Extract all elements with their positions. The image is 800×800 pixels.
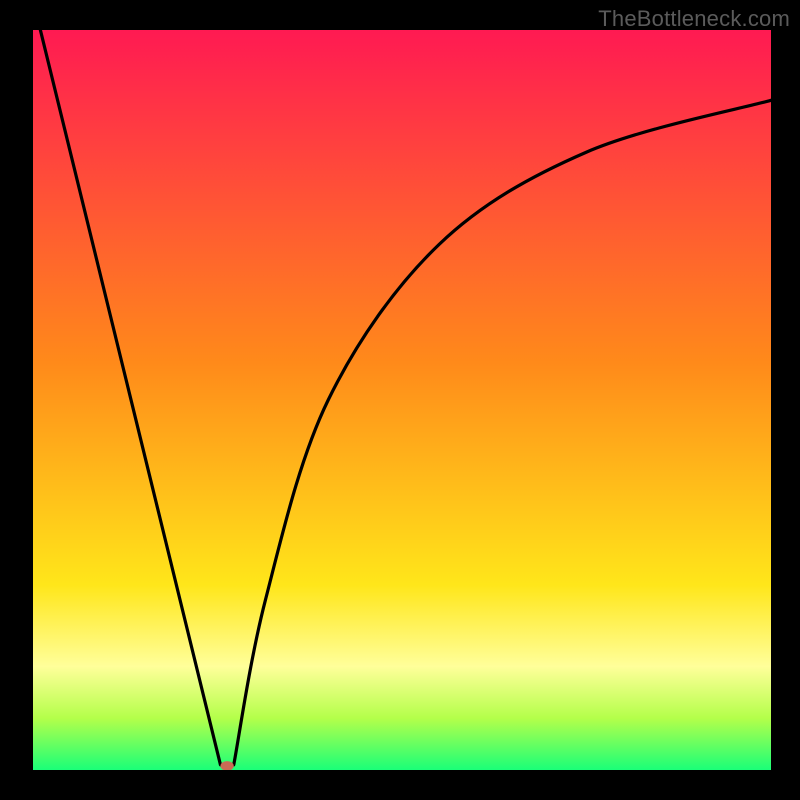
watermark-text: TheBottleneck.com: [598, 6, 790, 32]
curve-layer: [33, 30, 771, 770]
chart-frame: TheBottleneck.com: [0, 0, 800, 800]
curve-right: [234, 100, 771, 765]
plot-area: [33, 30, 771, 770]
curve-left: [40, 30, 220, 765]
min-marker: [220, 761, 233, 770]
